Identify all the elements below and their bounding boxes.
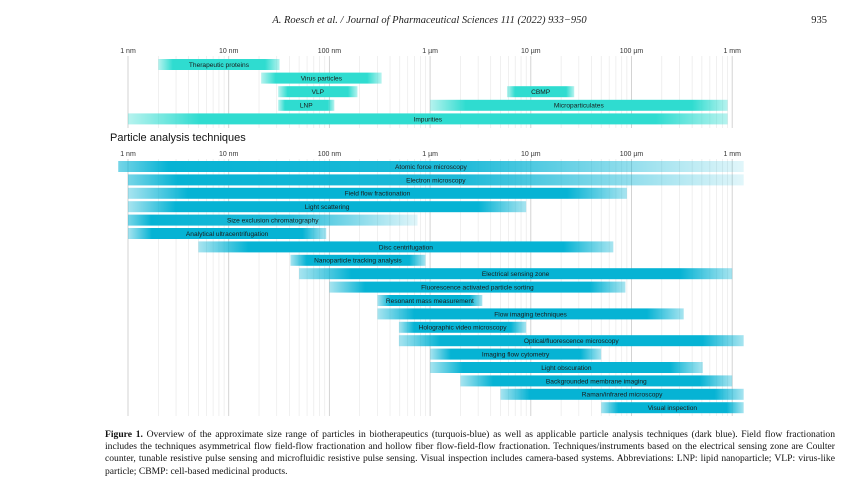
range-bar xyxy=(329,281,626,293)
bar-label: VLP xyxy=(312,89,325,96)
bar-label: Light obscuration xyxy=(541,365,592,372)
bar-label: CBMP xyxy=(531,89,551,96)
axis-tick-label: 1 nm xyxy=(120,48,136,55)
axis-tick-label: 100 µm xyxy=(620,151,644,158)
range-bar xyxy=(128,174,744,186)
axis-tick-label: 1 mm xyxy=(723,151,741,158)
axis-tick-label: 100 nm xyxy=(318,151,342,158)
bar-label: Imaging flow cytometry xyxy=(482,352,550,359)
bar-label: Light scattering xyxy=(305,204,350,211)
bar-label: Analytical ultracentrifugation xyxy=(186,231,269,238)
range-bar xyxy=(128,228,327,239)
caption-text: Overview of the approximate size range o… xyxy=(105,429,835,477)
range-bar xyxy=(278,86,358,98)
bar-label: Backgrounded membrane imaging xyxy=(546,378,647,385)
bar-label: Atomic force microscopy xyxy=(395,164,468,171)
range-bar xyxy=(261,72,382,84)
bar-label: Microparticulates xyxy=(554,103,605,110)
range-bar xyxy=(128,201,527,213)
range-bar xyxy=(460,375,733,387)
bar-label: Electrical sensing zone xyxy=(482,271,550,278)
range-bar xyxy=(198,241,614,253)
section-title: Particle analysis techniques xyxy=(110,132,246,144)
range-bar xyxy=(430,99,728,111)
range-bar xyxy=(377,308,684,320)
bar-label: Impurities xyxy=(413,116,442,123)
figure-chart: 1 nm 10 nm 100 nm 1 µm 10 µm 100 µm 1 mm Therap… xyxy=(118,48,744,416)
page-number: 935 xyxy=(811,15,827,26)
range-bar xyxy=(299,268,733,280)
running-header: A. Roesch et al. / Journal of Pharmaceut… xyxy=(272,15,587,26)
bar-label: Holographic video microscopy xyxy=(419,325,508,332)
bar-label: Disc centrifugation xyxy=(379,244,434,251)
bar-label: Flow imaging techniques xyxy=(494,311,567,318)
caption-label: Figure 1. xyxy=(105,429,143,440)
axis-tick-label: 100 µm xyxy=(620,48,644,55)
axis-tick-label: 10 nm xyxy=(219,48,239,55)
range-bar xyxy=(278,99,335,111)
bar-label: Optical/fluorescence microscopy xyxy=(524,338,620,345)
bar-label: Nanoparticle tracking analysis xyxy=(314,258,402,265)
axis-tick-label: 1 nm xyxy=(120,151,136,158)
range-bar xyxy=(398,321,527,333)
bar-label: LNP xyxy=(300,103,313,110)
range-bar xyxy=(158,59,280,70)
range-bar xyxy=(430,362,703,373)
range-bar xyxy=(601,402,744,414)
axis-tick-label: 10 µm xyxy=(521,48,541,55)
axis-tick-label: 10 nm xyxy=(219,151,239,158)
axis-tick-label: 1 mm xyxy=(723,48,741,55)
bar-label: Field flow fractionation xyxy=(345,191,411,198)
range-bar xyxy=(128,113,728,125)
axis-tick-label: 100 nm xyxy=(318,48,342,55)
axis-tick-label: 1 µm xyxy=(422,48,438,55)
range-bar xyxy=(377,295,483,306)
axis-tick-label: 10 µm xyxy=(521,151,541,158)
range-bar xyxy=(430,348,602,360)
range-bar xyxy=(506,86,575,98)
bar-label: Raman/infrared microscopy xyxy=(582,392,663,399)
bar-label: Visual inspection xyxy=(648,405,698,412)
bar-label: Virus particles xyxy=(301,76,343,83)
bar-label: Size exclusion chromatography xyxy=(227,218,319,225)
range-bar xyxy=(500,388,744,400)
figure-caption: Figure 1. Overview of the approximate si… xyxy=(105,429,835,478)
range-bar xyxy=(118,161,744,172)
range-bar xyxy=(398,335,744,347)
bar-label: Fluorescence activated particle sorting xyxy=(421,285,534,292)
bar-label: Electron microscopy xyxy=(406,177,466,184)
bar-label: Resonant mass measurement xyxy=(386,298,474,305)
axis-tick-label: 1 µm xyxy=(422,151,438,158)
range-bar xyxy=(128,214,418,226)
bar-label: Therapeutic proteins xyxy=(189,62,250,69)
range-bar xyxy=(128,187,627,199)
range-bar xyxy=(290,254,426,266)
